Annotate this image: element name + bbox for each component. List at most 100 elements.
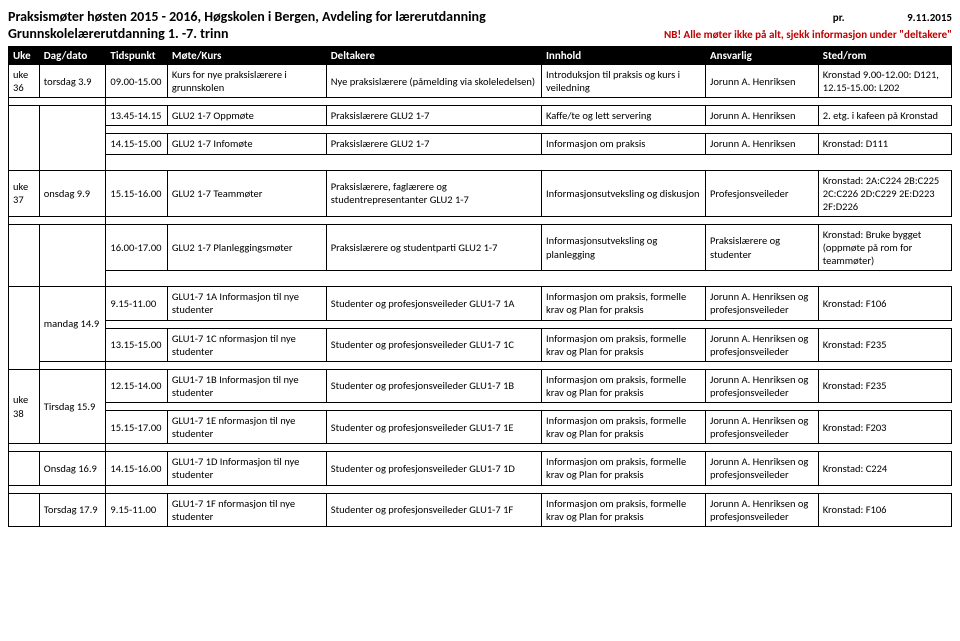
cell-uke (9, 452, 40, 485)
cell-tid: 9.15-11.00 (106, 287, 168, 320)
col-delt: Deltakere (326, 47, 541, 65)
cell-dag: torsdag 3.9 (39, 65, 106, 98)
cell-inn: Informasjon om praksis, formelle krav og… (542, 411, 706, 444)
col-uke: Uke (9, 47, 40, 65)
spacer (9, 403, 952, 411)
cell-mote: Kurs for nye praksislærere i grunnskolen (167, 65, 326, 98)
cell-inn: Introduksjon til praksis og kurs i veile… (542, 65, 706, 98)
cell-delt: Praksislærere GLU2 1-7 (326, 106, 541, 126)
cell-delt: Studenter og profesjonsveileder GLU1-7 1… (326, 369, 541, 402)
col-tid: Tidspunkt (106, 47, 168, 65)
table-row: 13.45-14.15 GLU2 1-7 Oppmøte Praksislære… (9, 106, 952, 126)
cell-mote: GLU2 1-7 Oppmøte (167, 106, 326, 126)
cell-ans: Profesjonsveileder (706, 170, 819, 216)
table-row: 15.15-17.00 GLU1-7 1E nformasjon til nye… (9, 411, 952, 444)
cell-delt: Studenter og profesjonsveileder GLU1-7 1… (326, 493, 541, 526)
cell-sted: Kronstad: F203 (818, 411, 951, 444)
cell-ans: Jorunn A. Henriksen og profesjonsveilede… (706, 493, 819, 526)
cell-uke (9, 106, 40, 170)
cell-inn: Informasjon om praksis, formelle krav og… (542, 287, 706, 320)
table-row: 14.15-15.00 GLU2 1-7 Infomøte Praksislær… (9, 134, 952, 154)
cell-tid: 14.15-15.00 (106, 134, 168, 154)
table-row: mandag 14.9 9.15-11.00 GLU1-7 1A Informa… (9, 287, 952, 320)
cell-mote: GLU2 1-7 Teammøter (167, 170, 326, 216)
cell-ans: Praksislærere og studenter (706, 224, 819, 270)
table-header-row: Uke Dag/dato Tidspunkt Møte/Kurs Deltake… (9, 47, 952, 65)
cell-ans: Jorunn A. Henriksen og profesjonsveilede… (706, 369, 819, 402)
col-mote: Møte/Kurs (167, 47, 326, 65)
cell-tid: 14.15-16.00 (106, 452, 168, 485)
cell-sted: Kronstad: Bruke bygget (oppmøte på rom f… (818, 224, 951, 270)
cell-sted: 2. etg. i kafeen på Kronstad (818, 106, 951, 126)
cell-mote: GLU1-7 1F nformasjon til nye studenter (167, 493, 326, 526)
spacer (9, 154, 952, 162)
table-body: uke 36 torsdag 3.9 09.00-15.00 Kurs for … (9, 65, 952, 527)
table-row: 13.15-15.00 GLU1-7 1C nformasjon til nye… (9, 328, 952, 361)
cell-mote: GLU1-7 1C nformasjon til nye studenter (167, 328, 326, 361)
cell-sted: Kronstad: F235 (818, 328, 951, 361)
cell-tid: 15.15-17.00 (106, 411, 168, 444)
spacer (9, 279, 952, 287)
cell-dag: Onsdag 16.9 (39, 452, 106, 485)
cell-mote: GLU1-7 1B Informasjon til nye studenter (167, 369, 326, 402)
cell-tid: 09.00-15.00 (106, 65, 168, 98)
schedule-table: Uke Dag/dato Tidspunkt Møte/Kurs Deltake… (8, 46, 952, 527)
cell-tid: 13.45-14.15 (106, 106, 168, 126)
cell-uke (9, 493, 40, 526)
cell-tid: 9.15-11.00 (106, 493, 168, 526)
table-row: Onsdag 16.9 14.15-16.00 GLU1-7 1D Inform… (9, 452, 952, 485)
cell-sted: Kronstad: F106 (818, 287, 951, 320)
cell-sted: Kronstad 9.00-12.00: D121, 12.15-15.00: … (818, 65, 951, 98)
cell-delt: Nye praksislærere (påmelding via skolele… (326, 65, 541, 98)
cell-mote: GLU1-7 1E nformasjon til nye studenter (167, 411, 326, 444)
cell-sted: Kronstad: C224 (818, 452, 951, 485)
cell-ans: Jorunn A. Henriksen (706, 65, 819, 98)
cell-mote: GLU2 1-7 Planleggingsmøter (167, 224, 326, 270)
cell-sted: Kronstad: D111 (818, 134, 951, 154)
spacer (9, 361, 952, 369)
col-inn: Innhold (542, 47, 706, 65)
pr-date: 9.11.2015 (907, 11, 952, 24)
cell-mote: GLU1-7 1D Informasjon til nye studenter (167, 452, 326, 485)
cell-sted: Kronstad: F235 (818, 369, 951, 402)
table-row: uke 36 torsdag 3.9 09.00-15.00 Kurs for … (9, 65, 952, 98)
pr-label: pr. (833, 11, 845, 24)
cell-inn: Informasjonsutveksling og diskusjon (542, 170, 706, 216)
page-subtitle: Grunnskolelærerutdanning 1. -7. trinn (8, 25, 228, 42)
header-note: NB! Alle møter ikke på alt, sjekk inform… (664, 28, 952, 41)
spacer (9, 98, 952, 106)
cell-inn: Informasjonsutveksling og planlegging (542, 224, 706, 270)
cell-uke: uke 37 (9, 170, 40, 216)
table-row: 16.00-17.00 GLU2 1-7 Planleggingsmøter P… (9, 224, 952, 270)
cell-tid: 16.00-17.00 (106, 224, 168, 270)
cell-inn: Informasjon om praksis, formelle krav og… (542, 493, 706, 526)
cell-mote: GLU1-7 1A Informasjon til nye studenter (167, 287, 326, 320)
spacer (9, 444, 952, 452)
cell-inn: Informasjon om praksis, formelle krav og… (542, 328, 706, 361)
spacer (9, 162, 952, 170)
cell-dag (39, 106, 106, 170)
cell-tid: 12.15-14.00 (106, 369, 168, 402)
cell-delt: Studenter og profesjonsveileder GLU1-7 1… (326, 411, 541, 444)
cell-uke (9, 287, 40, 370)
cell-delt: Praksislærere GLU2 1-7 (326, 134, 541, 154)
cell-inn: Informasjon om praksis, formelle krav og… (542, 369, 706, 402)
cell-ans: Jorunn A. Henriksen (706, 134, 819, 154)
spacer (9, 485, 952, 493)
cell-ans: Jorunn A. Henriksen og profesjonsveilede… (706, 287, 819, 320)
cell-dag: onsdag 9.9 (39, 170, 106, 216)
cell-ans: Jorunn A. Henriksen (706, 106, 819, 126)
cell-tid: 15.15-16.00 (106, 170, 168, 216)
table-row: uke 38 Tirsdag 15.9 12.15-14.00 GLU1-7 1… (9, 369, 952, 402)
cell-mote: GLU2 1-7 Infomøte (167, 134, 326, 154)
cell-ans: Jorunn A. Henriksen og profesjonsveilede… (706, 328, 819, 361)
cell-delt: Praksislærere og studentparti GLU2 1-7 (326, 224, 541, 270)
spacer (9, 320, 952, 328)
cell-uke: uke 36 (9, 65, 40, 98)
cell-uke: uke 38 (9, 369, 40, 444)
cell-delt: Praksislærere, faglærere og studentrepre… (326, 170, 541, 216)
cell-sted: Kronstad: 2A:C224 2B:C225 2C:C226 2D:C22… (818, 170, 951, 216)
cell-uke (9, 224, 40, 286)
cell-ans: Jorunn A. Henriksen og profesjonsveilede… (706, 411, 819, 444)
table-row: Torsdag 17.9 9.15-11.00 GLU1-7 1F nforma… (9, 493, 952, 526)
